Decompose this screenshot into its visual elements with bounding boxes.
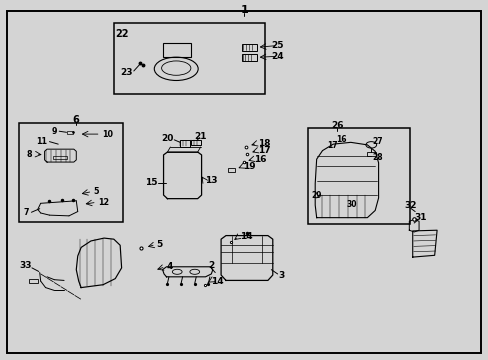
Text: 19: 19 — [243, 162, 256, 171]
Text: 8: 8 — [26, 150, 32, 159]
Text: 1: 1 — [240, 5, 248, 15]
Text: 20: 20 — [161, 134, 173, 143]
Text: 31: 31 — [414, 213, 427, 222]
Text: 17: 17 — [326, 141, 337, 150]
Text: 4: 4 — [166, 262, 172, 271]
Text: 27: 27 — [371, 137, 382, 146]
Text: 5: 5 — [157, 240, 163, 249]
Text: 12: 12 — [98, 198, 109, 207]
Text: 21: 21 — [194, 132, 206, 141]
Text: 18: 18 — [258, 139, 270, 148]
Bar — [67, 131, 73, 134]
Bar — [228, 168, 235, 172]
Text: 10: 10 — [102, 130, 113, 139]
Text: 9: 9 — [51, 127, 57, 136]
Text: 25: 25 — [271, 41, 284, 50]
Bar — [242, 44, 256, 50]
Bar — [53, 156, 67, 159]
Bar — [29, 279, 38, 283]
Text: 13: 13 — [205, 176, 218, 185]
Text: 16: 16 — [254, 155, 266, 164]
Text: 14: 14 — [239, 232, 252, 241]
Bar — [19, 123, 122, 222]
Text: 2: 2 — [208, 261, 214, 270]
Bar — [366, 152, 375, 156]
Text: 22: 22 — [115, 29, 128, 39]
Text: 14: 14 — [211, 276, 224, 285]
Text: 24: 24 — [271, 52, 284, 61]
Text: 29: 29 — [311, 190, 321, 199]
Bar — [179, 140, 190, 147]
Text: 16: 16 — [335, 135, 346, 144]
Bar — [307, 128, 409, 224]
Text: 23: 23 — [120, 68, 132, 77]
Text: 7: 7 — [23, 208, 29, 217]
Text: 26: 26 — [330, 121, 343, 130]
Text: 5: 5 — [93, 187, 99, 196]
Text: 30: 30 — [346, 200, 356, 209]
Text: 17: 17 — [258, 146, 270, 155]
Text: 28: 28 — [371, 153, 382, 162]
Text: 32: 32 — [403, 201, 416, 210]
Text: 15: 15 — [144, 178, 157, 187]
Bar — [114, 23, 264, 94]
Bar — [241, 54, 257, 61]
Bar — [190, 140, 200, 145]
Text: 11: 11 — [37, 137, 47, 146]
Text: 6: 6 — [72, 115, 79, 125]
Bar — [163, 43, 191, 57]
Text: 33: 33 — [20, 261, 32, 270]
Text: 3: 3 — [278, 270, 285, 279]
